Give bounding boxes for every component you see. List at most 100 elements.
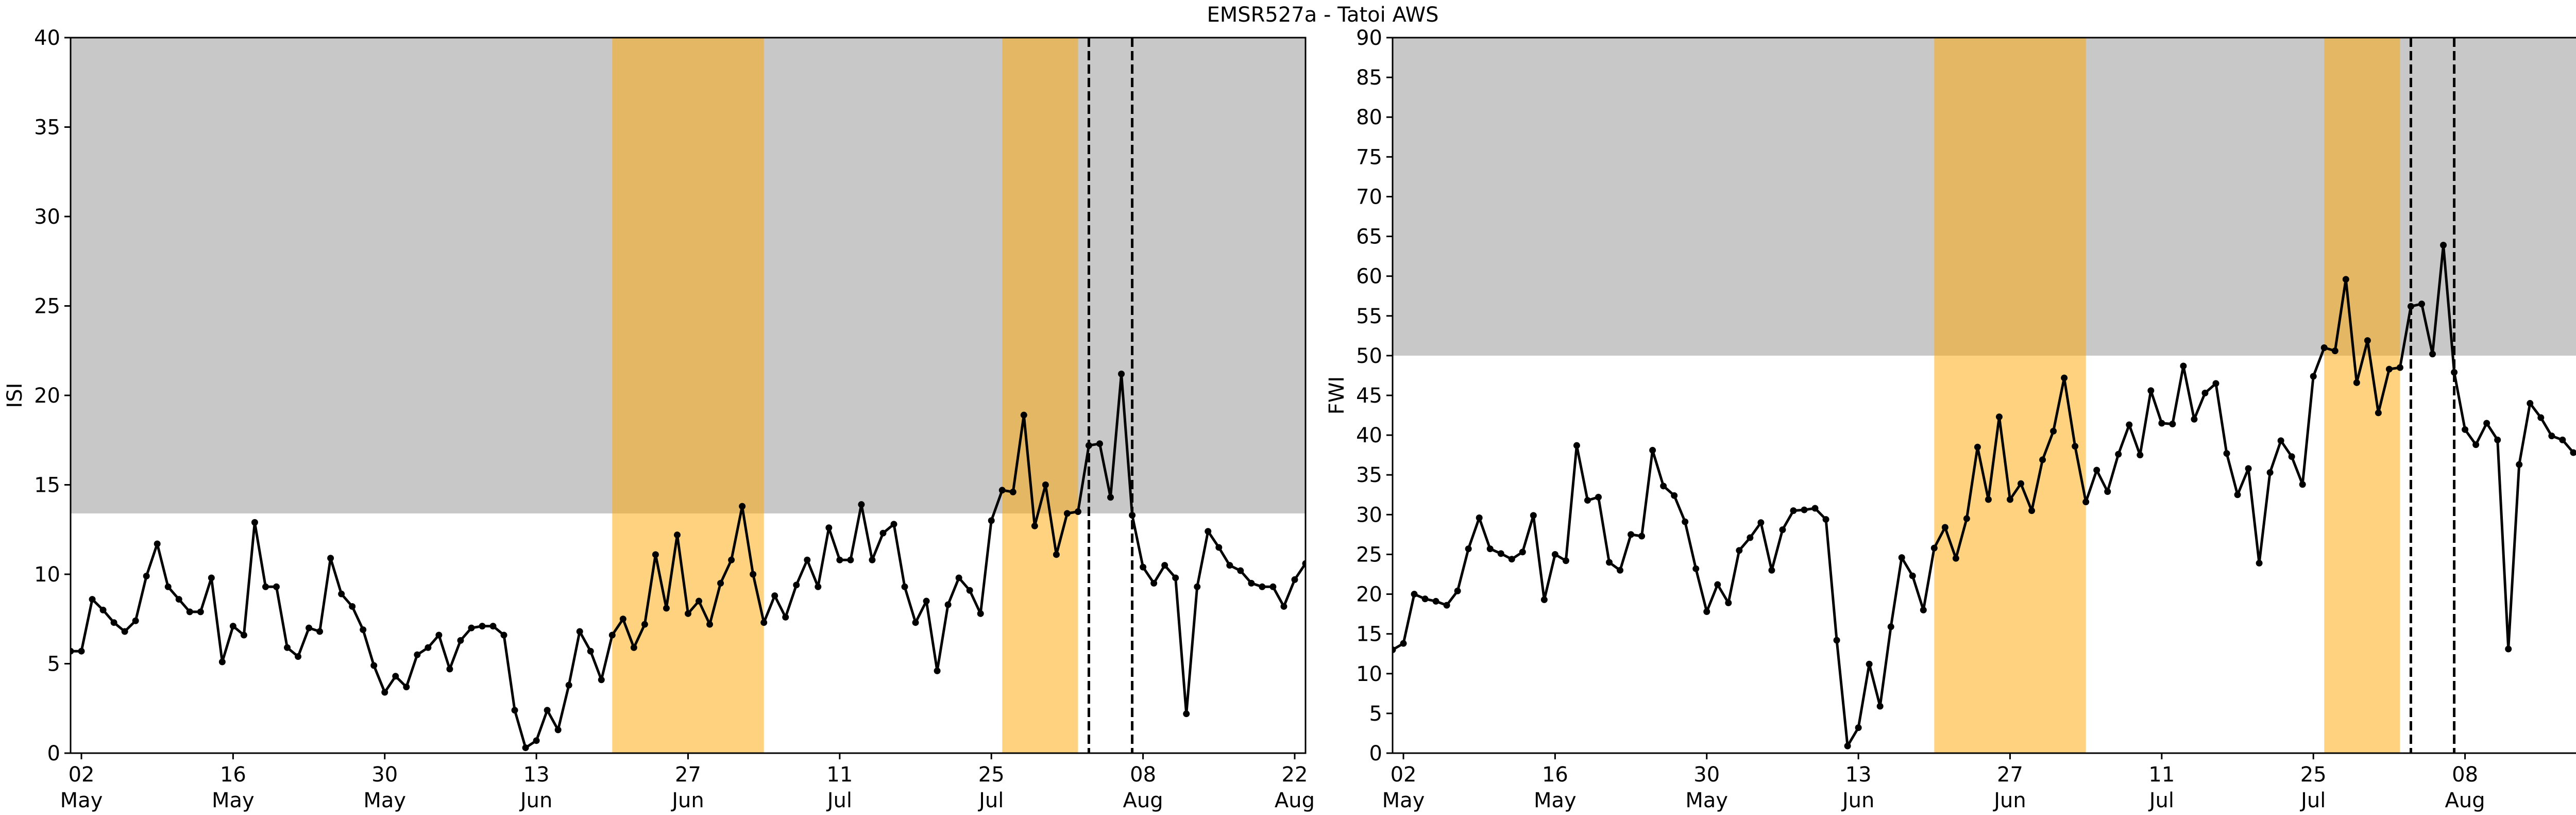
data-point	[565, 681, 572, 689]
y-tick-label: 30	[1356, 503, 1382, 527]
data-point	[425, 644, 432, 651]
data-point	[2385, 365, 2393, 373]
data-point	[446, 666, 453, 673]
data-point	[815, 583, 822, 590]
data-point	[2418, 301, 2425, 308]
data-point	[1508, 556, 1515, 563]
x-tick-month-label: May	[1685, 789, 1728, 812]
data-point	[771, 592, 778, 600]
x-tick-day-label: 27	[1997, 763, 2023, 787]
highlight-period	[1002, 38, 1078, 753]
data-point	[2039, 456, 2046, 463]
data-point	[2158, 420, 2165, 427]
data-point	[944, 601, 952, 608]
data-point	[2472, 441, 2480, 448]
data-point	[1074, 508, 1081, 515]
data-point	[2288, 453, 2295, 460]
x-tick-month-label: Jun	[1841, 789, 1875, 812]
data-point	[2353, 379, 2360, 386]
data-point	[1606, 559, 1613, 566]
data-point	[2072, 443, 2079, 450]
data-point	[1963, 515, 1970, 522]
data-point	[381, 689, 388, 696]
data-point	[1736, 547, 1743, 554]
data-point	[468, 624, 475, 631]
data-point	[608, 631, 616, 639]
data-point	[554, 726, 562, 734]
data-point	[1205, 528, 1212, 535]
highlight-period	[2324, 38, 2400, 753]
data-point	[522, 744, 529, 752]
data-point	[1876, 703, 1884, 710]
x-tick-month-label: May	[1382, 789, 1425, 812]
x-tick-day-label: 25	[2300, 763, 2327, 787]
y-tick-label: 20	[34, 384, 60, 408]
data-point	[435, 631, 443, 639]
x-tick-day-label: 25	[978, 763, 1005, 787]
data-point	[1432, 597, 1439, 605]
data-point	[1411, 591, 1418, 598]
x-tick-day-label: 22	[1282, 763, 1308, 787]
y-tick-label: 45	[1356, 384, 1382, 408]
data-point	[489, 623, 497, 630]
data-point	[533, 737, 540, 744]
data-point	[2483, 420, 2490, 427]
data-point	[2527, 400, 2534, 407]
y-tick-label: 0	[47, 742, 60, 766]
x-tick-month-label: May	[363, 789, 406, 812]
data-point	[1476, 514, 1483, 522]
data-point	[988, 517, 995, 524]
data-point	[1530, 512, 1537, 519]
data-point	[750, 571, 757, 578]
data-point	[587, 647, 594, 655]
data-point	[1887, 623, 1894, 630]
data-point	[1714, 581, 1721, 588]
y-tick-label: 50	[1356, 344, 1382, 368]
data-point	[1161, 562, 1168, 569]
data-point	[2223, 450, 2230, 457]
y-tick-label: 65	[1356, 225, 1382, 249]
data-point	[2212, 380, 2219, 387]
data-point	[2320, 344, 2328, 351]
x-tick-day-label: 16	[1542, 763, 1568, 787]
x-tick-day-label: 30	[1693, 763, 1720, 787]
data-point	[2191, 415, 2198, 423]
data-point	[2375, 409, 2382, 417]
data-point	[934, 667, 941, 674]
data-point	[2310, 373, 2317, 380]
data-point	[1118, 370, 1125, 377]
data-point	[1779, 526, 1786, 534]
x-tick-month-label: Jun	[1992, 789, 2026, 812]
data-point	[955, 574, 962, 581]
data-point	[2364, 337, 2371, 344]
data-point	[273, 583, 280, 590]
data-point	[1042, 481, 1049, 488]
data-point	[1140, 563, 1147, 571]
y-tick-label: 75	[1356, 145, 1382, 169]
data-point	[825, 524, 833, 531]
data-point	[998, 487, 1006, 494]
x-tick-day-label: 02	[1391, 763, 1417, 787]
data-point	[717, 579, 724, 587]
data-point	[1660, 483, 1667, 490]
data-point	[186, 608, 193, 616]
data-point	[2299, 481, 2306, 488]
data-point	[544, 707, 551, 714]
data-point	[316, 628, 324, 635]
data-point	[1215, 544, 1223, 551]
data-point	[1995, 413, 2003, 421]
data-point	[240, 631, 247, 639]
data-point	[1194, 583, 1201, 590]
data-point	[1930, 544, 1938, 552]
data-point	[696, 597, 703, 605]
data-point	[251, 519, 258, 526]
data-point	[1682, 518, 1689, 525]
data-point	[1811, 505, 1819, 512]
y-tick-label: 25	[1356, 543, 1382, 567]
data-point	[1768, 567, 1775, 574]
data-point	[619, 616, 626, 623]
x-tick-month-label: May	[60, 789, 103, 812]
data-point	[2018, 480, 2025, 487]
data-point	[295, 653, 302, 660]
data-point	[1562, 557, 1569, 564]
